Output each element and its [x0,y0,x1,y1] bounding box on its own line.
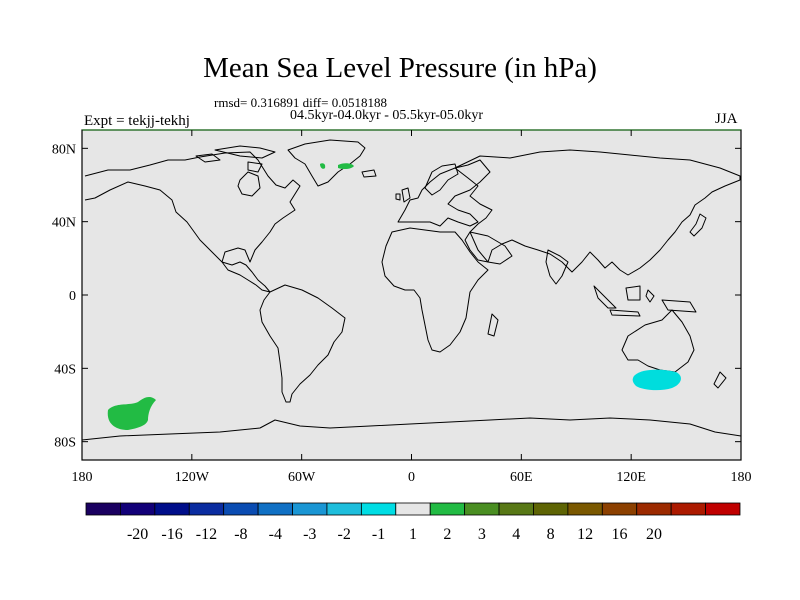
coast-africa [381,227,489,353]
colorbar-swatch [498,502,534,516]
stats-line: rmsd= 0.316891 diff= 0.0518188 [214,95,387,110]
colorbar-swatch [533,502,569,516]
colorbar-swatch [601,502,638,516]
colorbar-swatch [326,502,362,516]
experiment-label: Expt = tekjj-tekhj [84,113,190,129]
colorbar-swatch [292,502,328,516]
lon-tick-label: 120W [175,470,210,485]
map-frame: 80N 40N 0 40S 80S 180 120W 60W 0 60E 120E 180 [52,129,752,485]
colorbar-swatch [120,502,156,516]
coast-europe [397,159,491,227]
shade-greenland-speck [320,163,326,169]
shade-greenland-east [338,163,354,170]
lon-tick-label: 120E [616,470,646,485]
colorbar-swatch [85,502,121,516]
colorbar-label: -16 [161,526,182,543]
lat-tick-label: 80S [54,436,76,451]
colorbar-swatch [670,502,706,516]
colorbar-label: -12 [196,526,217,543]
colorbar-label: -3 [303,526,316,543]
shade-south-pacific [107,396,156,430]
colorbar-swatch [464,502,500,516]
lon-tick-label: 0 [408,470,415,485]
lon-tick-label: 60W [288,470,316,485]
lon-tick-label: 60E [510,470,533,485]
colorbar-swatch [429,502,466,516]
plot-title: Mean Sea Level Pressure (in hPa) [203,52,597,84]
colorbar-label: -2 [337,526,350,543]
colorbar-label: -20 [127,526,148,543]
coast-north-america [84,151,301,293]
coast-madagascar [487,313,499,337]
colorbar-swatch [567,502,603,516]
coast-scandinavia [424,163,459,196]
coast-indonesia [593,285,697,317]
colorbar-swatch [154,502,190,516]
colorbar-swatch [257,502,293,516]
lon-tick-label: 180 [731,470,752,485]
coastlines [82,139,741,441]
colorbar-label: 16 [612,526,628,543]
colorbar-label: -8 [234,526,247,543]
coast-arctic-islands [195,145,276,173]
coast-iceland [361,169,377,178]
lat-tick-label: 80N [52,142,76,157]
season-label: JJA [715,111,738,127]
map-background [82,130,741,460]
lat-tick-label: 40N [52,216,76,231]
colorbar-label: -4 [269,526,282,543]
coast-south-america [259,284,346,403]
lon-tick-label: 180 [72,470,93,485]
coast-british-isles [395,187,411,203]
coast-australia [621,309,695,373]
colorbar-label: -1 [372,526,385,543]
colorbar-label: 3 [478,526,486,543]
colorbar-label: 1 [409,526,417,543]
coast-antarctica [82,417,741,441]
colorbar-swatch [360,502,397,516]
colorbar-label: 2 [443,526,451,543]
colorbar-swatch [705,502,741,516]
coast-india [545,249,569,285]
colorbar-swatch [395,502,431,516]
colorbar-label: 8 [547,526,555,543]
period-line: 04.5kyr-04.0kyr - 05.5kyr-05.0kyr [290,108,484,123]
coast-asia [454,149,741,276]
colorbar-swatch [636,502,672,516]
colorbar-label: 20 [646,526,662,543]
lat-tick-label: 0 [69,289,76,304]
coast-japan [689,213,707,237]
colorbar-label: 4 [512,526,520,543]
lat-tick-label: 40S [54,362,76,377]
coast-new-zealand [713,371,727,389]
coast-hudson-bay [237,171,261,197]
colorbar: -20 -16 -12 -8 -4 -3 -2 -1 1 2 3 4 8 12 16 20 [85,502,741,543]
colorbar-swatch [223,502,259,516]
shade-south-of-australia [632,369,681,391]
colorbar-swatch [188,502,225,516]
coast-arabia [469,231,513,265]
colorbar-label: 12 [577,526,593,543]
